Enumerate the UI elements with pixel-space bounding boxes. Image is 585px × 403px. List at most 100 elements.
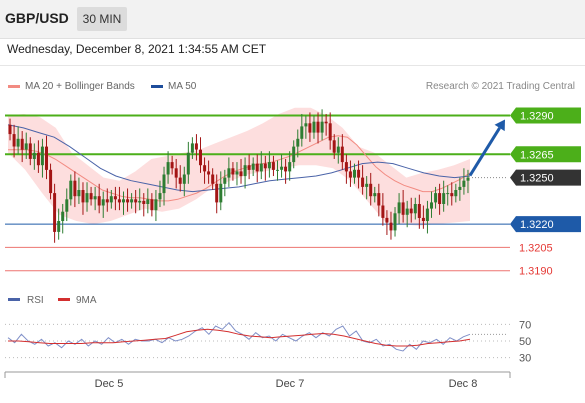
candle-body [134,199,138,203]
rsi-ma9-line [8,328,471,347]
candle-body [223,177,227,184]
candle-body [45,146,48,170]
candle-body [36,152,40,166]
rsi-swatch [8,298,20,301]
candle-body [49,169,53,194]
candle-body [425,208,429,221]
candle-body [316,121,320,133]
candles [8,109,470,243]
rsi-level-label-70: 70 [519,319,531,331]
level-tag-1.3250 [510,169,581,186]
candle-body [85,193,89,203]
candle-body [113,196,117,200]
candle-body [162,174,166,194]
candle-body [243,165,247,177]
ma20-swatch [8,84,20,88]
candle-body [353,169,356,178]
candle-body [203,165,207,172]
candle-body [93,196,97,200]
candle-body [284,166,288,172]
candle-body [389,222,393,231]
candle-body [430,202,433,209]
candle-body [421,217,425,221]
candle-body [239,171,243,177]
legend-ma20: MA 20 + Bollinger Bands [8,81,135,92]
ma9-swatch [58,298,70,301]
candle-body [401,202,405,215]
candle-body [340,146,344,163]
candle-body [154,199,158,211]
candle-body [130,199,134,203]
candle-body [438,193,442,204]
header-bar: GBP/USD 30 MIN [0,0,585,39]
candle-body [446,193,450,195]
candle-body [105,199,109,203]
candle-body [190,143,194,153]
projection-arrow-shaft [468,127,501,177]
candle-body [211,174,215,184]
rsi-level-label-30: 30 [519,353,531,365]
candle-body [24,143,28,150]
candle-body [454,190,458,197]
candle-body [385,217,389,223]
candle-body [28,143,32,159]
candle-body [199,149,202,166]
level-label-1.3250: 1.3250 [520,173,554,185]
candle-body [263,163,267,169]
candle-body [77,190,81,197]
candle-body [194,143,198,150]
candle-body [215,183,219,203]
candle-body [122,199,125,203]
candle-body [328,123,332,141]
candle-body [150,199,154,211]
ma9-legend-label: 9MA [76,295,97,306]
candle-body [227,168,231,178]
candle-body [405,208,409,215]
candle-body [89,193,93,200]
level-label-1.3205: 1.3205 [519,242,553,254]
candle-body [235,171,239,175]
timeframe-button[interactable]: 30 MIN [77,7,127,31]
candle-body [393,213,397,231]
x-tick-label: Dec 7 [276,378,305,390]
candle-body [442,193,446,204]
chart-datetime: Wednesday, December 8, 2021 1:34:55 AM C… [7,42,267,56]
bollinger-band-area [8,107,470,226]
candle-body [207,171,211,175]
ma50-swatch [151,84,163,88]
candle-body [271,162,275,170]
divider [0,65,585,66]
candle-body [466,177,470,181]
candle-body [369,183,373,197]
candle-body [8,124,12,135]
x-tick-label: Dec 5 [95,378,124,390]
candle-body [312,121,316,133]
candle-body [365,183,369,187]
candle-body [109,196,113,203]
candle-body [304,123,308,127]
candle-body [377,193,381,206]
candle-body [101,199,105,206]
candle-body [458,186,462,190]
candle-body [357,169,361,178]
candle-body [219,183,223,203]
candle-body [413,204,417,214]
projection-arrow-head [494,119,505,132]
candle-body [296,138,300,147]
level-label-1.3220: 1.3220 [520,219,554,231]
candle-body [170,162,174,169]
candle-body [186,152,190,175]
candle-body [146,199,150,204]
candle-body [32,152,36,159]
candle-body [126,199,130,203]
x-tick-label: Dec 8 [449,378,478,390]
level-label-1.3290: 1.3290 [520,111,554,123]
candle-body [182,174,186,184]
ma20-line [8,135,471,202]
candle-body [332,140,336,153]
candle-body [231,168,235,175]
candle-body [417,204,421,218]
legend-ma50-label: MA 50 [168,81,197,92]
candle-body [292,146,296,163]
